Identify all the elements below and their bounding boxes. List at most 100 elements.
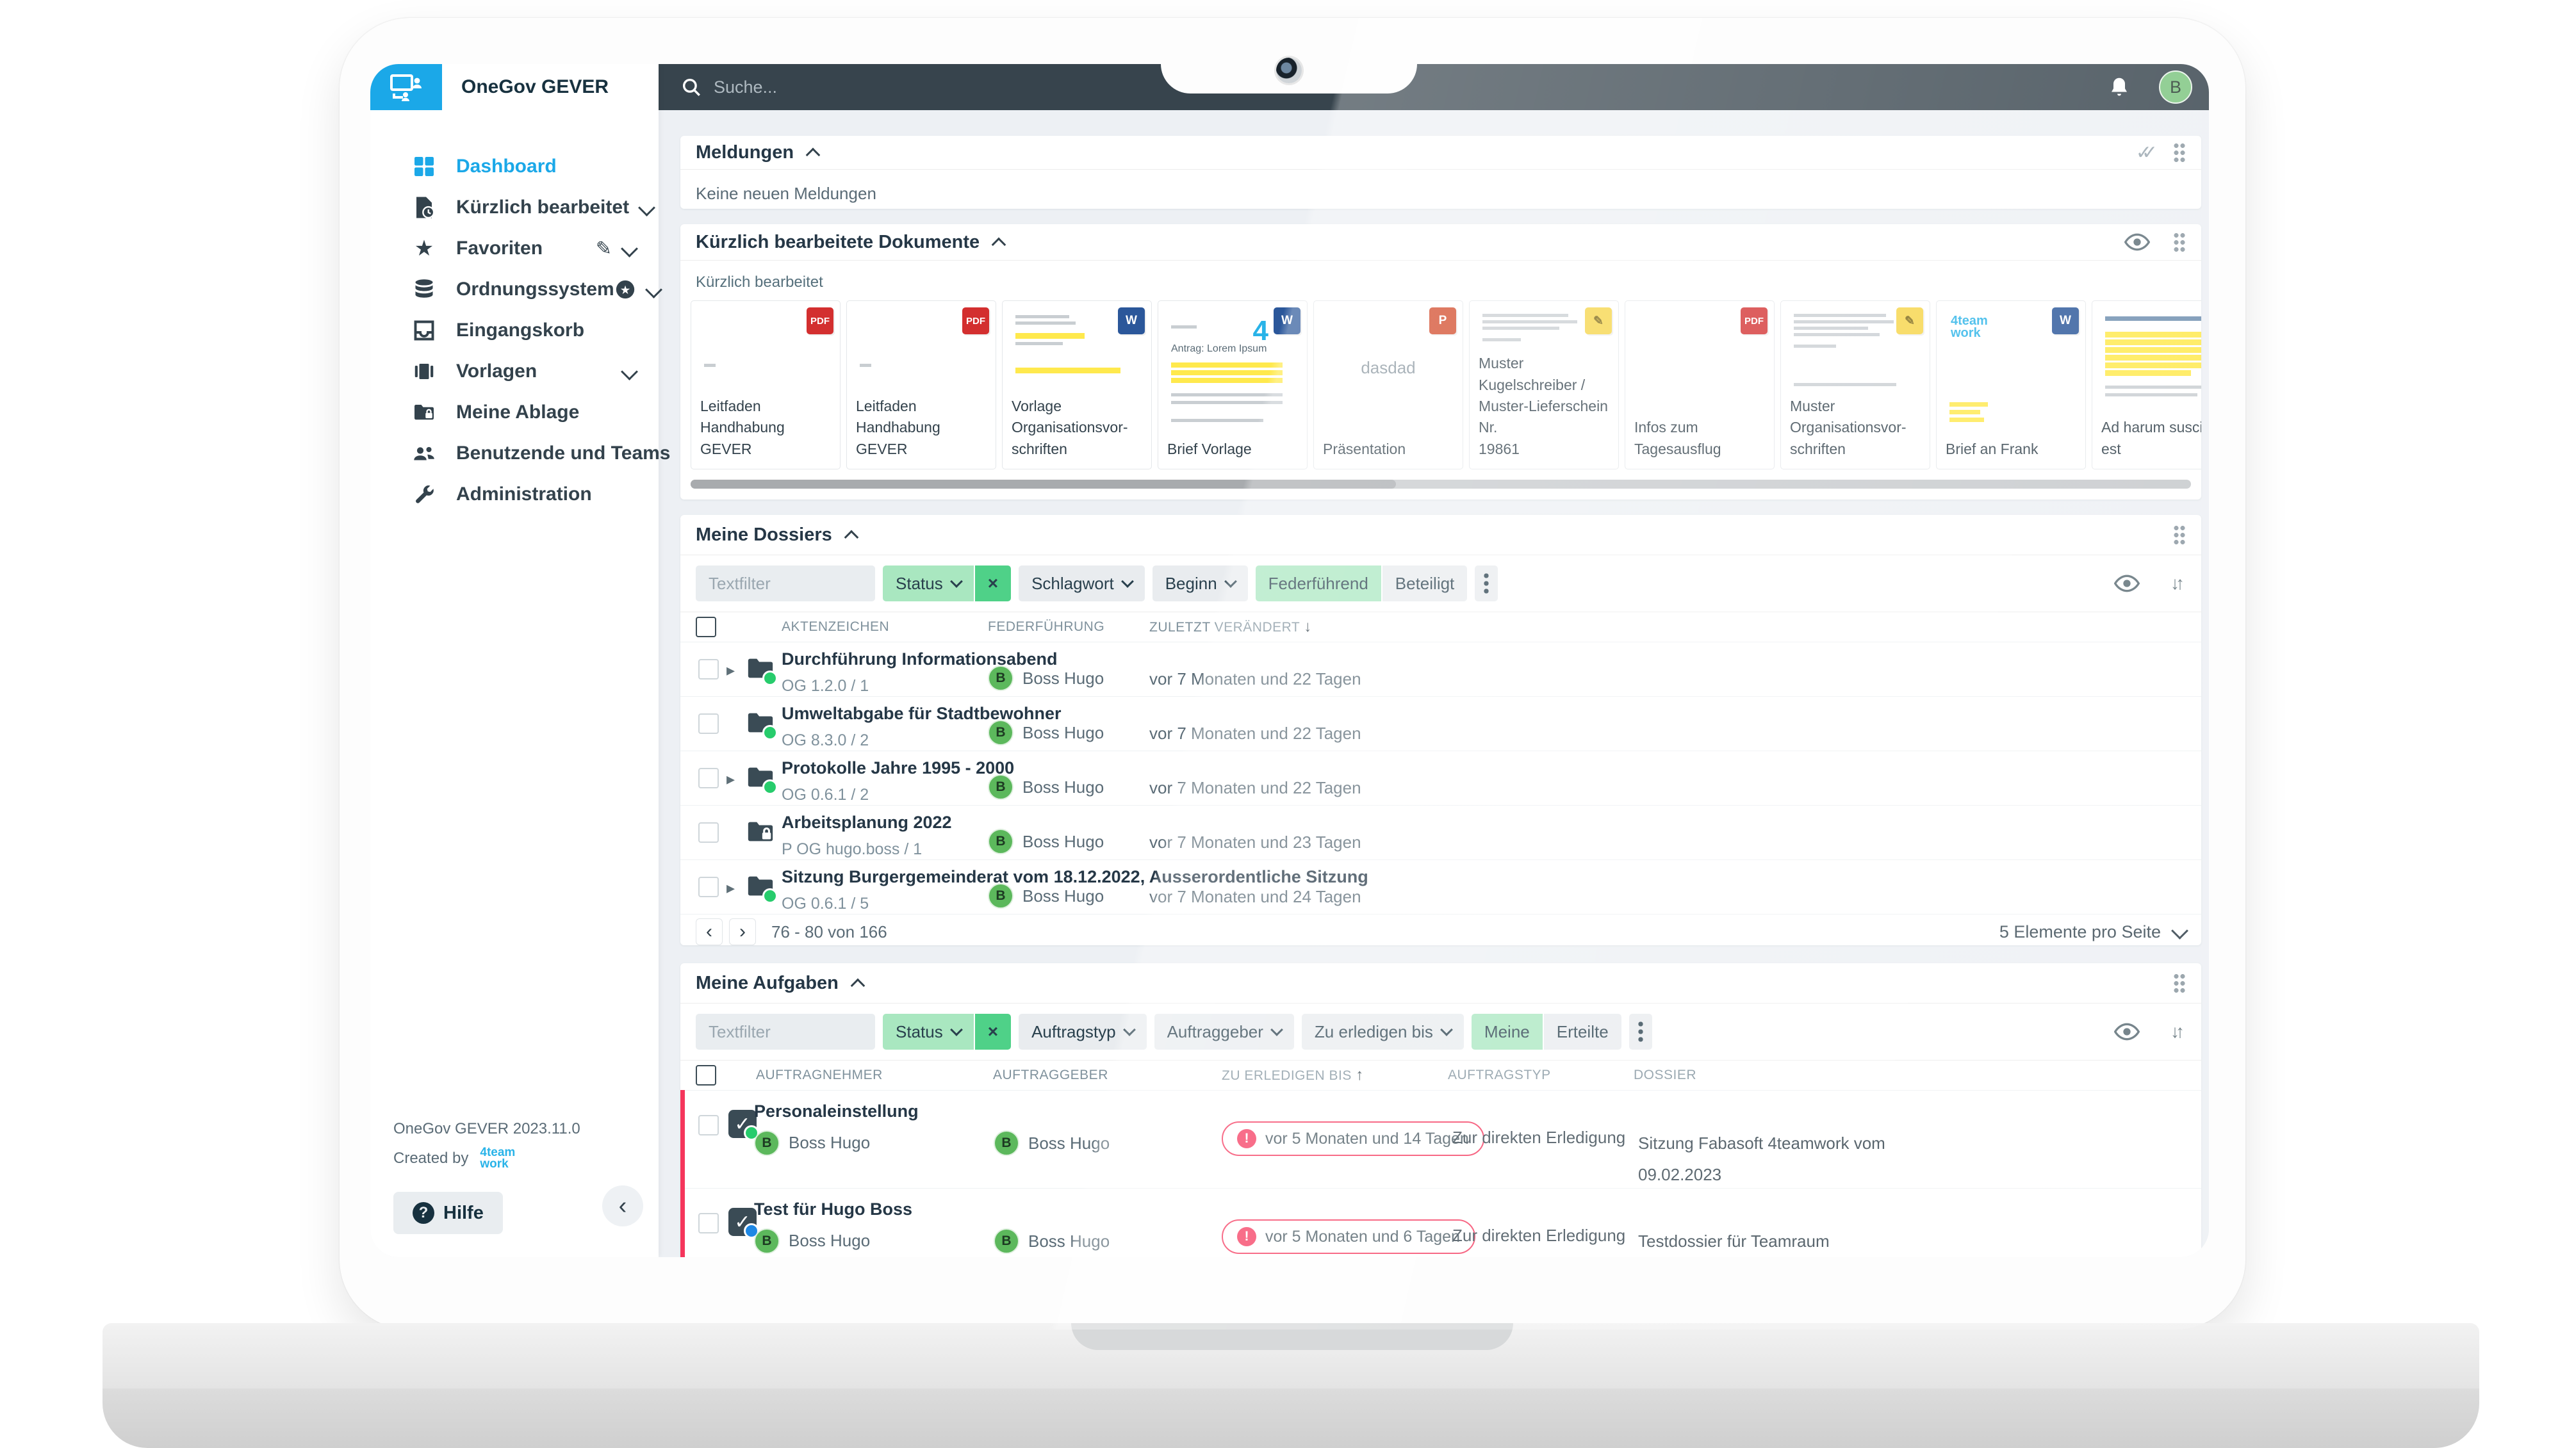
auftraggeber-filter-chip[interactable]: Auftraggeber bbox=[1154, 1014, 1294, 1050]
sort-icon[interactable]: ↓↑ bbox=[2170, 1021, 2185, 1041]
sidebar-item-dashboard[interactable]: Dashboard bbox=[370, 146, 659, 187]
expand-row-icon[interactable]: ▸ bbox=[726, 769, 735, 788]
4teamwork-logo[interactable]: 4team work bbox=[480, 1145, 516, 1171]
column-header[interactable]: ZU ERLEDIGEN BIS ↑ bbox=[1222, 1066, 1364, 1084]
sidebar-item-meine-ablage[interactable]: Meine Ablage bbox=[370, 392, 659, 433]
dossier-link[interactable]: Testdossier für Teamraum bbox=[1638, 1232, 1830, 1251]
prev-page-button[interactable]: ‹ bbox=[696, 918, 723, 945]
document-card[interactable]: Ad harum suscipit est bbox=[2092, 300, 2201, 469]
status-filter-chip[interactable]: Status bbox=[883, 565, 974, 601]
sidebar-item-administration[interactable]: Administration bbox=[370, 474, 659, 515]
dossier-title-link[interactable]: Protokolle Jahre 1995 - 2000 bbox=[782, 758, 1015, 777]
row-checkbox[interactable] bbox=[698, 822, 719, 843]
dossier-title-link[interactable]: Sitzung Burgergemeinderat vom 18.12.2022… bbox=[782, 867, 1368, 886]
edit-favorites-icon[interactable]: ✎ bbox=[595, 238, 612, 259]
beginn-filter-chip[interactable]: Beginn bbox=[1152, 565, 1248, 601]
column-header[interactable]: AKTENZEICHEN bbox=[782, 619, 890, 634]
document-card[interactable]: W Vorlage Organisationsvor- schriften bbox=[1002, 300, 1152, 469]
more-filters-button[interactable] bbox=[1628, 1014, 1652, 1050]
drag-handle-icon[interactable] bbox=[2173, 232, 2186, 252]
collapse-section-icon[interactable] bbox=[805, 147, 821, 163]
auftragstyp-filter-chip[interactable]: Auftragstyp bbox=[1019, 1014, 1147, 1050]
row-checkbox[interactable] bbox=[698, 877, 719, 897]
sidebar-item-kuerzlich-bearbeitet[interactable]: Kürzlich bearbeitet bbox=[370, 187, 659, 228]
schlagwort-filter-chip[interactable]: Schlagwort bbox=[1019, 565, 1145, 601]
document-card[interactable]: PDF Leitfaden Handhabung GEVER bbox=[691, 300, 841, 469]
sidebar-item-ordnungssystem[interactable]: Ordnungssystem ★ bbox=[370, 269, 662, 310]
select-all-checkbox[interactable] bbox=[696, 617, 716, 637]
select-all-checkbox[interactable] bbox=[696, 1065, 716, 1086]
chevron-down-icon[interactable] bbox=[638, 199, 655, 216]
drag-handle-icon[interactable] bbox=[2173, 142, 2186, 163]
zu-erledigen-bis-filter-chip[interactable]: Zu erledigen bis bbox=[1301, 1014, 1464, 1050]
row-checkbox[interactable] bbox=[698, 659, 719, 679]
column-header[interactable]: AUFTRAGNEHMER bbox=[756, 1068, 883, 1082]
sidebar-item-vorlagen[interactable]: Vorlagen bbox=[370, 351, 659, 392]
eye-icon[interactable] bbox=[2124, 233, 2150, 251]
chevron-down-icon[interactable] bbox=[621, 362, 638, 380]
status-clear-button[interactable]: × bbox=[974, 565, 1012, 601]
task-row[interactable]: ✓ Test für Hugo Boss B Boss Hugo B Boss Hu… bbox=[685, 1188, 2201, 1257]
dossier-row[interactable]: ▸ Durchführung Informationsabend OG 1.2.… bbox=[680, 642, 2201, 696]
document-card[interactable]: ✎ Muster Kugelschreiber / Muster-Liefers… bbox=[1469, 300, 1619, 469]
dossier-row[interactable]: ▸ Protokolle Jahre 1995 - 2000 OG 0.6.1 … bbox=[680, 751, 2201, 805]
drag-handle-icon[interactable] bbox=[2173, 973, 2186, 993]
document-card[interactable]: ✎ Muster Organisationsvor- schriften bbox=[1780, 300, 1930, 469]
dossier-row[interactable]: ▸ Sitzung Burgergemeinderat vom 18.12.20… bbox=[680, 859, 2201, 914]
sidebar-collapse-button[interactable]: ‹ bbox=[602, 1185, 643, 1226]
row-checkbox[interactable] bbox=[698, 768, 719, 788]
column-header[interactable]: ZULETZT VERÄNDERT ↓ bbox=[1149, 618, 1312, 635]
dossier-title-link[interactable]: Durchführung Informationsabend bbox=[782, 649, 1058, 669]
eye-icon[interactable] bbox=[2114, 574, 2140, 592]
erteilte-toggle[interactable]: Erteilte bbox=[1543, 1014, 1621, 1050]
row-checkbox[interactable] bbox=[698, 1115, 719, 1135]
task-title-link[interactable]: Personaleinstellung bbox=[754, 1102, 919, 1121]
document-card[interactable]: P dasdad Präsentation bbox=[1313, 300, 1463, 469]
document-card[interactable]: PDF Leitfaden Handhabung GEVER bbox=[846, 300, 996, 469]
favorite-toggle-icon[interactable]: ★ bbox=[614, 279, 636, 300]
column-header[interactable]: AUFTRAGSTYP bbox=[1448, 1068, 1551, 1082]
notifications-bell-icon[interactable] bbox=[2108, 76, 2131, 99]
column-header[interactable]: FEDERFÜHRUNG bbox=[988, 619, 1105, 634]
next-page-button[interactable]: › bbox=[729, 918, 756, 945]
row-checkbox[interactable] bbox=[698, 1213, 719, 1233]
textfilter-input[interactable] bbox=[696, 565, 875, 601]
document-card[interactable]: W 4team work Brief an Frank bbox=[1936, 300, 2086, 469]
dossier-link[interactable]: Sitzung Fabasoft 4teamwork vom 09.02.202… bbox=[1638, 1134, 1885, 1185]
column-header[interactable]: AUFTRAGGEBER bbox=[993, 1068, 1108, 1082]
sidebar-item-favoriten[interactable]: ★ Favoriten ✎ bbox=[370, 228, 659, 269]
chevron-down-icon[interactable] bbox=[621, 240, 638, 257]
dossier-title-link[interactable]: Umweltabgabe für Stadtbewohner bbox=[782, 704, 1062, 723]
beteiligt-toggle[interactable]: Beteiligt bbox=[1382, 565, 1468, 601]
help-button[interactable]: ? Hilfe bbox=[393, 1192, 503, 1234]
horizontal-scrollbar[interactable] bbox=[691, 480, 2191, 489]
collapse-section-icon[interactable] bbox=[844, 530, 859, 545]
status-clear-button[interactable]: × bbox=[974, 1014, 1012, 1050]
expand-row-icon[interactable]: ▸ bbox=[726, 660, 735, 679]
eye-icon[interactable] bbox=[2114, 1023, 2140, 1041]
search-input[interactable]: Suche... bbox=[680, 76, 2108, 98]
scrollbar-thumb[interactable] bbox=[691, 480, 1396, 489]
document-card[interactable]: PDF Infos zum Tagesausflug bbox=[1625, 300, 1775, 469]
more-filters-button[interactable] bbox=[1475, 565, 1498, 601]
dossier-row[interactable]: Arbeitsplanung 2022 P OG hugo.boss / 1 B… bbox=[680, 805, 2201, 859]
expand-row-icon[interactable]: ▸ bbox=[726, 878, 735, 897]
sort-icon[interactable]: ↓↑ bbox=[2170, 573, 2185, 593]
user-avatar[interactable]: B bbox=[2159, 70, 2192, 104]
column-header[interactable]: DOSSIER bbox=[1634, 1068, 1697, 1082]
row-checkbox[interactable] bbox=[698, 713, 719, 734]
drag-handle-icon[interactable] bbox=[2173, 525, 2186, 545]
dossier-row[interactable]: Umweltabgabe für Stadtbewohner OG 8.3.0 … bbox=[680, 696, 2201, 751]
dossier-title-link[interactable]: Arbeitsplanung 2022 bbox=[782, 813, 952, 832]
collapse-section-icon[interactable] bbox=[850, 978, 866, 993]
document-card[interactable]: 4 W Antrag: Lorem Ipsum Brief Vorlage bbox=[1158, 300, 1308, 469]
page-size-select[interactable]: 5 Elemente pro Seite bbox=[1999, 922, 2188, 942]
collapse-section-icon[interactable] bbox=[991, 237, 1006, 252]
sidebar-item-eingangskorb[interactable]: Eingangskorb bbox=[370, 310, 659, 351]
status-filter-chip[interactable]: Status bbox=[883, 1014, 974, 1050]
sidebar-item-benutzende-und-teams[interactable]: Benutzende und Teams bbox=[370, 433, 670, 474]
meine-toggle[interactable]: Meine bbox=[1471, 1014, 1543, 1050]
task-row[interactable]: ✓ Personaleinstellung B Boss Hugo B Boss H… bbox=[685, 1090, 2201, 1188]
mark-all-read-icon[interactable]: ✓✓ bbox=[2135, 142, 2158, 163]
onegov-logo-icon[interactable] bbox=[370, 64, 442, 110]
